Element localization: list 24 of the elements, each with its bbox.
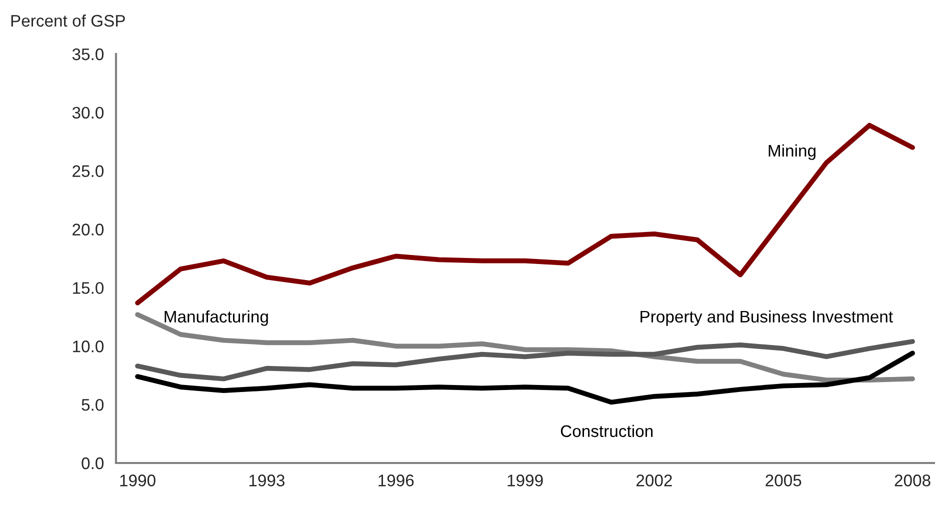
line-series xyxy=(135,122,915,306)
x-tick-label: 2005 xyxy=(766,474,802,486)
x-tick-label: 1999 xyxy=(508,474,543,486)
line-series xyxy=(135,350,915,405)
y-tick-label: 25.0 xyxy=(72,165,104,178)
y-tick-label: 35.0 xyxy=(72,48,104,60)
y-tick-label: 5.0 xyxy=(82,398,104,411)
series-label: Construction xyxy=(560,424,653,438)
x-tick-label: 1996 xyxy=(378,474,414,486)
x-tick-label: 2002 xyxy=(636,474,672,486)
y-tick-label: 30.0 xyxy=(72,106,104,119)
x-tick-label: 2008 xyxy=(894,474,930,486)
x-tick-label: 1993 xyxy=(249,474,285,486)
line-series xyxy=(135,339,915,382)
y-axis-title: Percent of GSP xyxy=(11,14,125,27)
series-label: Manufacturing xyxy=(164,310,268,326)
y-tick-label: 20.0 xyxy=(72,224,104,236)
x-tick-label: 1990 xyxy=(120,474,156,486)
series-label: Property and Business Investment xyxy=(640,310,893,326)
y-tick-label: 15.0 xyxy=(73,282,104,294)
line-series xyxy=(135,312,915,382)
y-tick-label: 10.0 xyxy=(73,340,104,352)
y-tick-label: 0.0 xyxy=(82,457,104,470)
series-label: Mining xyxy=(768,144,816,160)
